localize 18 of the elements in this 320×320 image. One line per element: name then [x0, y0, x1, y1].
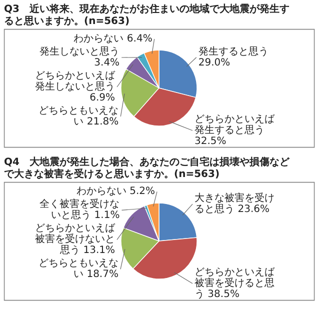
slice-label: どちらかといえば発生すると思う — [194, 114, 276, 136]
slice-label: 全く被害を受けないと思う 1.1% — [40, 198, 120, 222]
slice-label: どちらかといえば発生しないと思う — [35, 70, 116, 93]
data-label: 6.9% — [90, 92, 115, 104]
slice-label: どちらかといえば被害を受けないと思う 13.1% — [35, 223, 116, 256]
slice-label: 発生しないと思う — [40, 46, 120, 58]
data-label: 32.5% — [194, 136, 226, 147]
slice-label: わからない 6.4% — [74, 34, 152, 45]
chart-title: Q3 近い将来、現在あなたがお住まいの地域で大地震が発生すると思いますか。(n=563) — [4, 3, 290, 27]
slice-label: どちらともいえない 21.8% — [38, 106, 119, 128]
slice-label: どちらかといえば被害を受けると思う 38.5% — [194, 267, 276, 300]
data-label: 29.0% — [198, 57, 230, 68]
slice-label: 発生すると思う — [198, 45, 268, 58]
chart-title: Q4 大地震が発生した場合、あなたのご自宅は損壊や損傷などで大きな被害を受けると思いますか。(n=563) — [4, 156, 290, 180]
slice-label: 大きな被害を受けると思う 23.6% — [194, 192, 275, 216]
data-label: 3.4% — [94, 58, 120, 69]
slice-label: わからない 5.2% — [76, 186, 155, 198]
slice-label: どちらともいえない 18.7% — [38, 258, 118, 280]
